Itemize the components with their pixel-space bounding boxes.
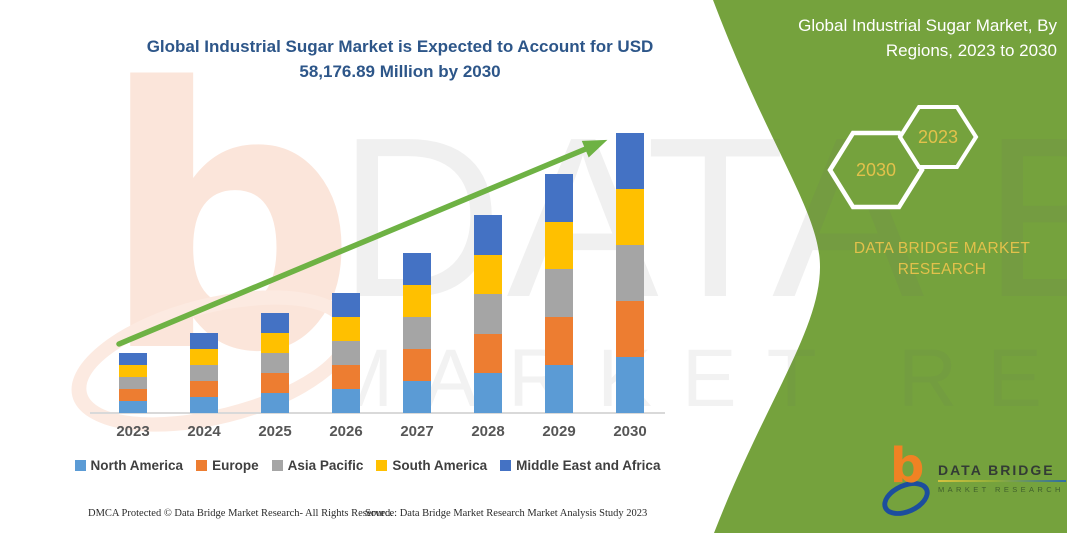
source-note: Source: Data Bridge Market Research Mark… [365,508,648,519]
bar-segment-2025-south-america [261,332,289,353]
bar-segment-2023-asia-pacific [119,377,147,390]
bar-segment-2027-north-america [403,381,431,413]
legend-swatch-icon [74,460,86,471]
bar-segment-2028-middle-east-and-africa [474,215,502,255]
panel-title: Global Industrial Sugar Market, By Regio… [798,16,1057,60]
x-axis-label-2027: 2027 [400,423,434,440]
logo-text: DATA BRIDGE MARKET RESEARCH [938,462,1066,494]
bar-segment-2023-north-america [119,401,147,413]
bar-segment-2026-asia-pacific [332,341,360,366]
bar-segment-2026-north-america [332,389,360,413]
bar-segment-2025-europe [261,372,289,393]
legend-swatch-icon [376,460,388,471]
logo-title: DATA BRIDGE [938,462,1055,478]
bar-segment-2027-europe [403,349,431,382]
brand-wordmark: DATA BRIDGE MARKET RESEARCH [828,238,1056,280]
bar-segment-2028-asia-pacific [474,294,502,334]
bar-segment-2023-middle-east-and-africa [119,353,147,366]
company-logo: b DATA BRIDGE MARKET RESEARCH [876,442,1067,528]
bar-segment-2027-south-america [403,285,431,318]
legend-item-north-america: North America [74,458,184,473]
bar-segment-2024-asia-pacific [190,365,218,382]
bar-segment-2029-asia-pacific [545,269,573,318]
bar-segment-2025-middle-east-and-africa [261,312,289,333]
hex-year-2023: 2023 [918,127,958,147]
bar-segment-2027-middle-east-and-africa [403,253,431,286]
x-axis-label-2023: 2023 [116,423,150,440]
bar-segment-2028-europe [474,333,502,374]
bar-segment-2030-middle-east-and-africa [616,133,644,189]
legend-swatch-icon [196,460,208,471]
bar-segment-2029-south-america [545,221,573,270]
legend-item-europe: Europe [196,458,259,473]
year-hexagons: 2030 2023 [827,105,979,210]
legend-label: Europe [212,458,259,473]
legend-item-asia-pacific: Asia Pacific [271,458,364,473]
bar-segment-2025-north-america [261,392,289,413]
bar-segment-2029-middle-east-and-africa [545,173,573,222]
bar-segment-2023-europe [119,389,147,402]
bar-segment-2030-asia-pacific [616,245,644,301]
legend-item-south-america: South America [376,458,487,473]
bar-segment-2030-south-america [616,189,644,245]
brand-line1: DATA BRIDGE MARKET [853,240,1031,257]
bar-segment-2029-europe [545,317,573,366]
bar-segment-2024-europe [190,381,218,397]
bar-segment-2028-south-america [474,254,502,295]
legend-label: South America [392,458,488,473]
bar-segment-2026-south-america [332,317,360,342]
bar-segment-2026-europe [332,365,360,390]
bar-segment-2030-europe [616,301,644,357]
bar-segment-2023-south-america [119,365,147,378]
legend-item-middle-east-and-africa: Middle East and Africa [500,458,660,473]
x-axis-label-2030: 2030 [613,423,647,440]
x-axis-label-2028: 2028 [471,423,505,440]
chart-legend: North America Europe Asia Pacific South Ame… [55,458,680,473]
logo-underline [938,480,1066,482]
legend-swatch-icon [271,460,283,471]
x-axis-label-2025: 2025 [258,423,292,440]
legend-label: Middle East and Africa [516,458,661,473]
bar-segment-2024-north-america [190,397,218,413]
bar-segment-2027-asia-pacific [403,317,431,350]
chart-title: Global Industrial Sugar Market is Expect… [146,37,654,81]
bar-segment-2025-asia-pacific [261,352,289,373]
bar-segment-2028-north-america [474,373,502,413]
bar-segment-2026-middle-east-and-africa [332,293,360,318]
brand-line2: RESEARCH [897,261,987,278]
x-axis-label-2029: 2029 [542,423,576,440]
x-axis-line [90,412,665,414]
bar-segment-2029-north-america [545,365,573,413]
bar-segment-2030-north-america [616,357,644,413]
legend-label: Asia Pacific [287,458,364,473]
hex-year-2030: 2030 [856,160,896,180]
legend-label: North America [90,458,184,473]
bar-segment-2024-south-america [190,349,218,366]
x-axis-label-2026: 2026 [329,423,363,440]
hexagon-2030-icon [827,130,925,210]
logo-b-icon: b [890,438,925,494]
bar-segment-2024-middle-east-and-africa [190,333,218,350]
logo-subtitle: MARKET RESEARCH [938,485,1064,494]
dmca-notice: DMCA Protected © Data Bridge Market Rese… [88,508,393,519]
legend-swatch-icon [500,460,512,471]
x-axis-label-2024: 2024 [187,423,221,440]
hexagon-2023-icon [897,105,979,169]
